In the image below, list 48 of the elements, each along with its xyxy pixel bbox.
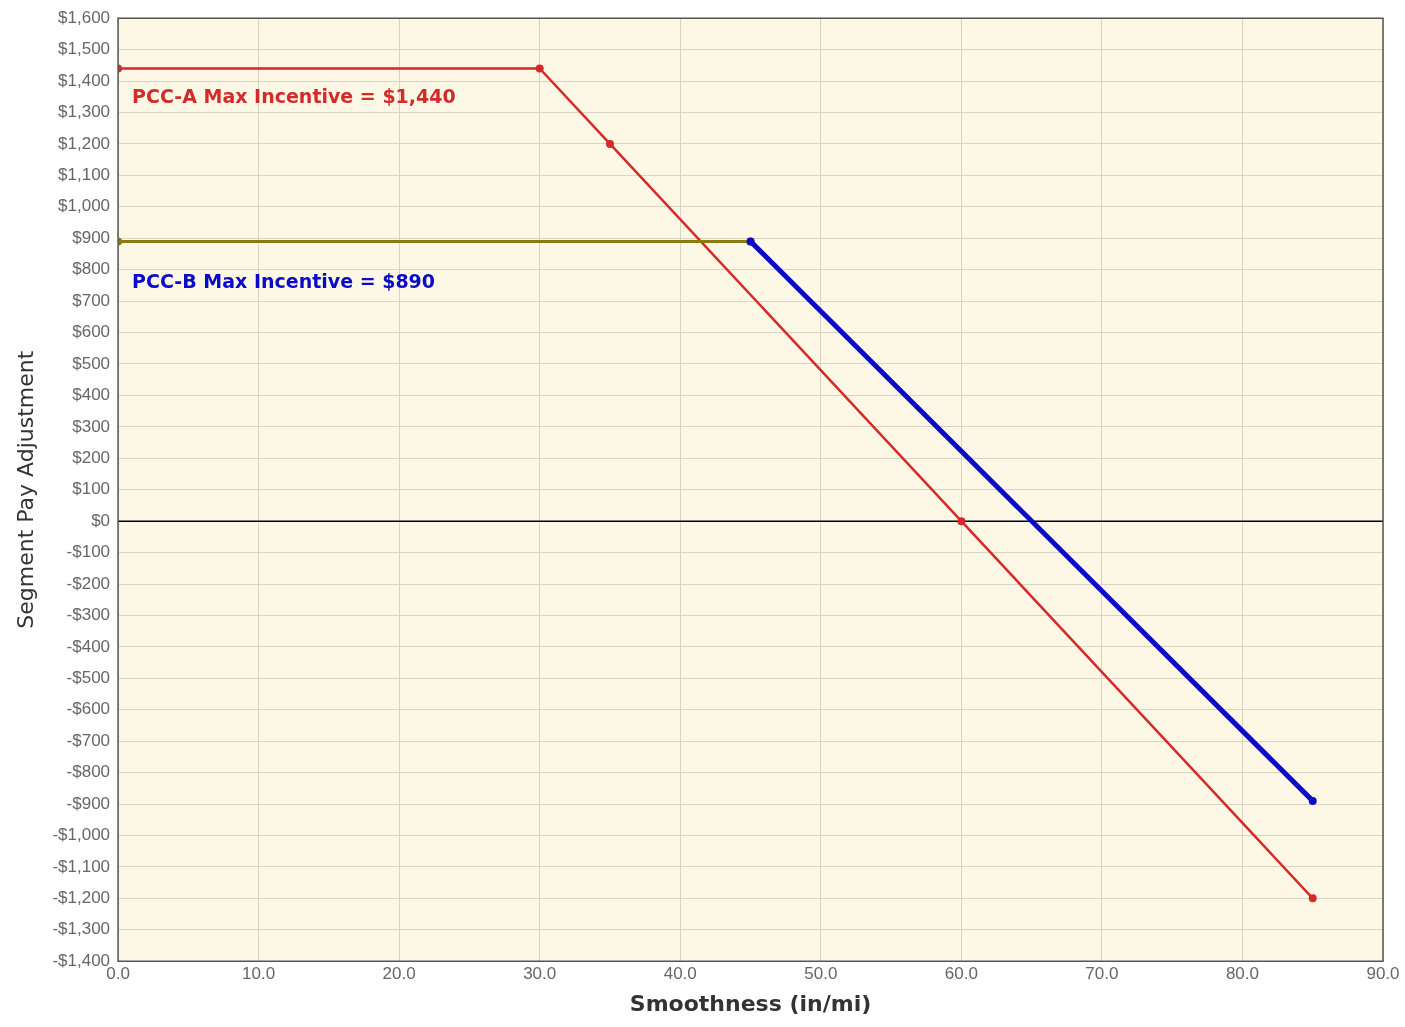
- y-tick-label: $1,100: [58, 165, 111, 185]
- x-tick-label: 40.0: [663, 964, 697, 984]
- x-tick-label: 80.0: [1225, 964, 1259, 984]
- y-tick-label: -$100: [66, 542, 111, 562]
- y-tick-label: -$500: [66, 667, 111, 687]
- point: [1308, 796, 1317, 805]
- y-tick-label: $1,600: [58, 7, 111, 27]
- y-tick-label: -$900: [66, 793, 111, 813]
- y-tick-label: $1,400: [58, 70, 111, 90]
- point: [1308, 894, 1317, 903]
- x-tick-label: 50.0: [804, 964, 838, 984]
- annotation: PCC-B Max Incentive = $890: [132, 270, 436, 293]
- y-tick-label: -$400: [66, 636, 111, 656]
- y-tick-label: -$1,100: [52, 856, 111, 876]
- y-tick-label: $400: [72, 385, 111, 405]
- x-tick-label: 70.0: [1085, 964, 1119, 984]
- point: [535, 64, 544, 73]
- y-tick-label: $900: [72, 227, 111, 247]
- x-tick-label: 10.0: [242, 964, 276, 984]
- y-tick-label: $700: [72, 290, 111, 310]
- y-tick-label: $600: [72, 322, 111, 342]
- y-tick-label: -$600: [66, 699, 111, 719]
- y-tick-label: $1,500: [58, 39, 111, 59]
- y-tick-label: $0: [91, 510, 111, 530]
- y-tick-label: $1,300: [58, 102, 111, 122]
- y-tick-label: -$700: [66, 730, 111, 750]
- annotation: PCC-A Max Incentive = $1,440: [132, 85, 456, 108]
- y-tick-label: $200: [72, 447, 111, 467]
- y-tick-label: -$800: [66, 762, 111, 782]
- y-axis-title: Segment Pay Adjustment: [12, 350, 38, 629]
- y-tick-label: $100: [72, 479, 111, 499]
- y-tick-label: $1,000: [58, 196, 111, 216]
- y-tick-label: -$1,200: [52, 888, 111, 908]
- y-tick-label: $1,200: [58, 133, 111, 153]
- y-tick-label: -$200: [66, 573, 111, 593]
- y-tick-label: -$1,300: [52, 919, 111, 939]
- y-tick-label: -$1,000: [52, 825, 111, 845]
- y-tick-label: $500: [72, 353, 111, 373]
- y-tick-label: $300: [72, 416, 111, 436]
- x-tick-label: 20.0: [382, 964, 416, 984]
- point: [605, 139, 614, 148]
- y-tick-label: -$300: [66, 605, 111, 625]
- x-tick-label: 90.0: [1366, 964, 1400, 984]
- point: [957, 517, 966, 526]
- x-axis-title: Smoothness (in/mi): [629, 990, 872, 1016]
- y-tick-label: $800: [72, 259, 111, 279]
- x-tick-label: 60.0: [944, 964, 978, 984]
- x-tick-label: 30.0: [523, 964, 557, 984]
